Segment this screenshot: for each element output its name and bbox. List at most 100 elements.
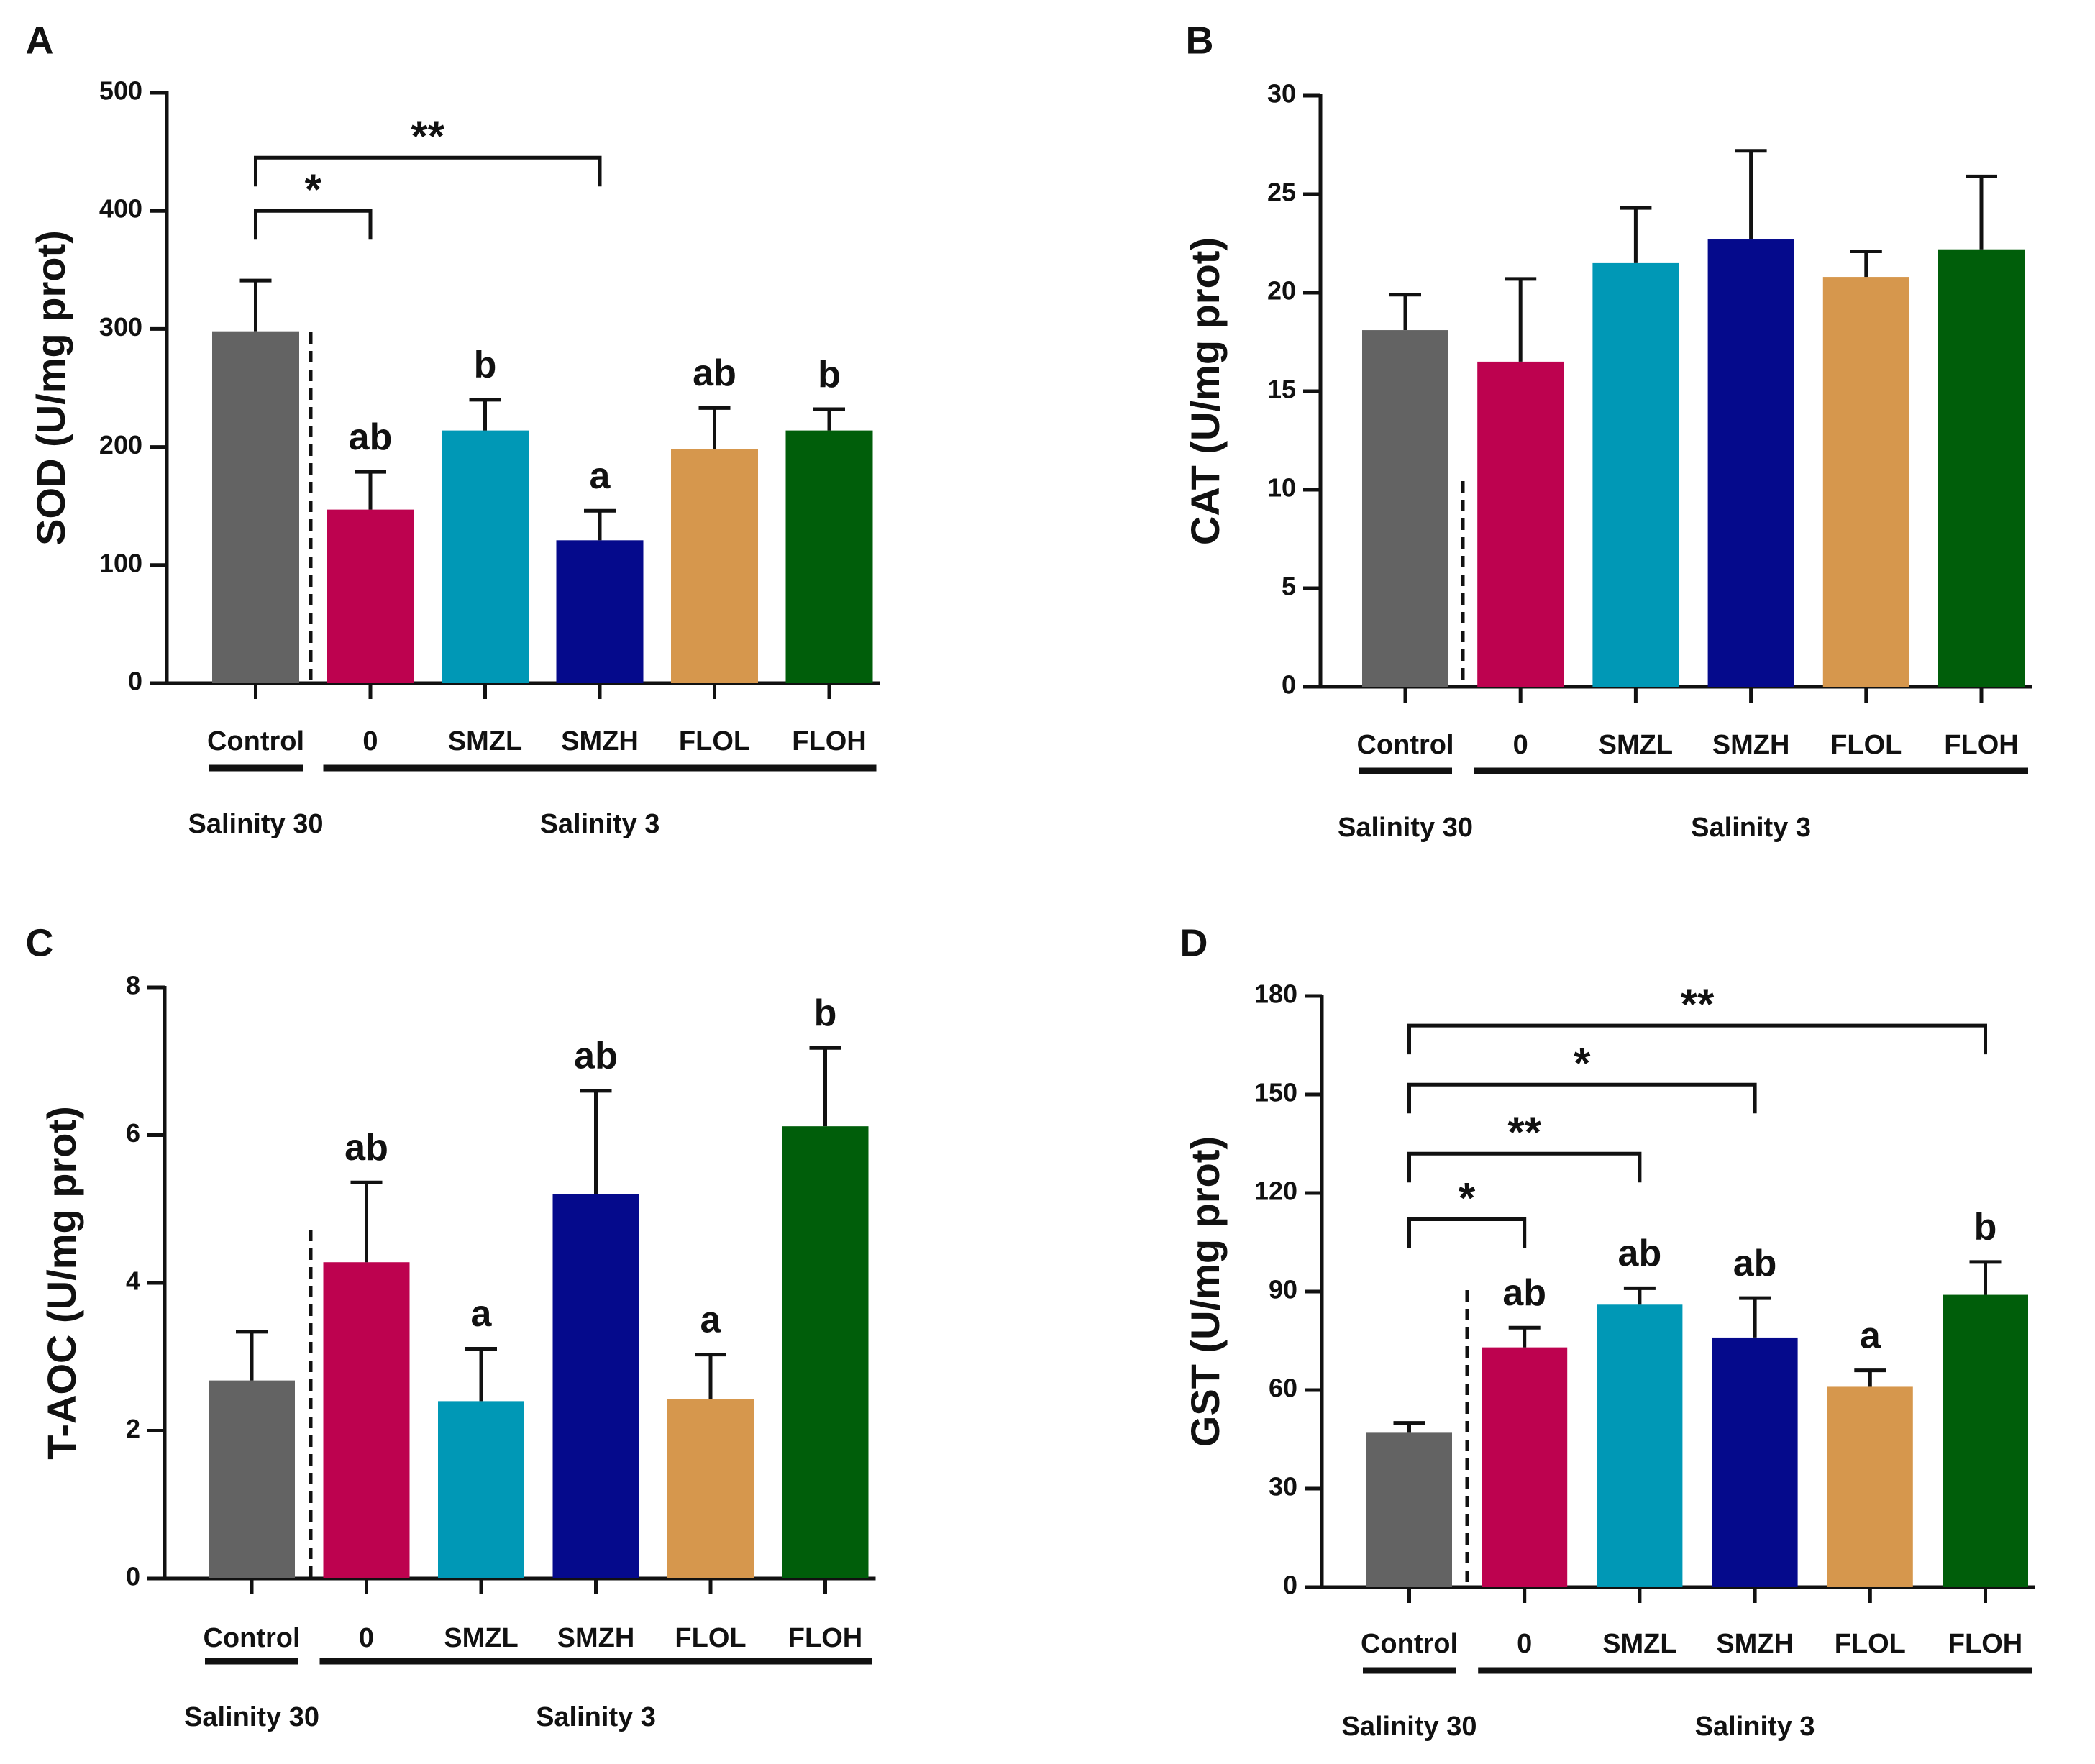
category-label: SMZH	[561, 726, 639, 757]
y-tick-label: 180	[1254, 979, 1297, 1009]
panel-letter: C	[26, 921, 54, 964]
y-tick-label: 0	[126, 1562, 140, 1591]
significance-letter: ab	[349, 416, 393, 458]
significance-letter: b	[818, 354, 841, 396]
significance-letter: b	[1974, 1207, 1997, 1248]
panel-letter: D	[1180, 921, 1208, 964]
significance-bracket	[1407, 1217, 1527, 1248]
bar-smzh	[556, 540, 644, 683]
bar-smzl	[442, 430, 529, 683]
category-label: 0	[1517, 1629, 1532, 1659]
y-tick-label: 30	[1269, 1472, 1297, 1502]
group-label: Salinity 3	[540, 809, 660, 839]
category-label: Control	[1361, 1629, 1458, 1659]
y-tick-label: 5	[1282, 572, 1296, 601]
category-label: FLOL	[675, 1623, 746, 1653]
significance-letter: a	[700, 1299, 722, 1340]
panel-letter: B	[1186, 19, 1214, 62]
panel-gst-chart: D GST (U/mg prot) 0 30 60 90 120 150 180 Control 0…	[1180, 921, 2035, 1742]
y-tick-label: 60	[1269, 1374, 1297, 1403]
category-label: Control	[1356, 730, 1453, 760]
category-label: SMZH	[1716, 1629, 1794, 1659]
significance-letter: a	[471, 1293, 493, 1335]
category-label: FLOL	[1835, 1629, 1906, 1659]
significance-stars: *	[1459, 1174, 1476, 1222]
significance-letter: ab	[574, 1036, 618, 1077]
group-label: Salinity 3	[536, 1702, 656, 1732]
group-label: Salinity 30	[1338, 813, 1473, 843]
y-tick-label: 200	[99, 430, 142, 460]
bar-control	[1362, 330, 1448, 687]
bar-0	[1482, 1347, 1568, 1587]
y-tick-label: 0	[1283, 1571, 1297, 1600]
category-label: 0	[362, 726, 378, 757]
category-label: 0	[1513, 730, 1528, 760]
y-axis-label: T-AOC (U/mg prot)	[39, 1106, 84, 1459]
category-label: 0	[359, 1623, 374, 1653]
group-label: Salinity 3	[1695, 1712, 1815, 1742]
category-label: Control	[203, 1623, 300, 1653]
category-label: SMZL	[448, 726, 522, 757]
bar-floh	[1938, 249, 2025, 687]
bar-0	[327, 509, 414, 683]
significance-bracket	[254, 155, 602, 187]
y-tick-label: 4	[126, 1266, 140, 1296]
y-axis-label: GST (U/mg prot)	[1182, 1136, 1228, 1447]
y-axis-label: CAT (U/mg prot)	[1182, 237, 1228, 545]
significance-bracket	[254, 209, 373, 240]
category-label: FLOH	[792, 726, 866, 757]
y-tick-label: 8	[126, 971, 140, 1000]
significance-letter: b	[474, 344, 497, 386]
bar-floh	[782, 1126, 869, 1578]
y-tick-label: 120	[1254, 1176, 1297, 1206]
group-label: Salinity 30	[188, 809, 324, 839]
bar-smzh	[1712, 1337, 1798, 1587]
y-tick-label: 25	[1267, 178, 1296, 207]
significance-letter: ab	[1618, 1233, 1662, 1274]
significance-letter: ab	[344, 1127, 388, 1169]
category-label: FLOL	[679, 726, 750, 757]
category-label: FLOH	[788, 1623, 862, 1653]
y-tick-label: 300	[99, 312, 142, 342]
bar-floh	[785, 430, 873, 683]
category-label: FLOL	[1830, 730, 1902, 760]
category-label: SMZH	[1712, 730, 1790, 760]
group-label: Salinity 3	[1691, 813, 1811, 843]
significance-bracket	[1407, 1082, 1757, 1114]
bar-control	[1366, 1432, 1452, 1587]
category-label: SMZL	[1599, 730, 1673, 760]
category-label: SMZL	[444, 1623, 518, 1653]
bar-smzh	[552, 1194, 639, 1578]
significance-bracket	[1407, 1151, 1642, 1183]
y-tick-label: 6	[126, 1118, 140, 1148]
significance-bracket	[1407, 1023, 1987, 1055]
bar-control	[209, 1380, 295, 1578]
y-tick-label: 20	[1267, 276, 1296, 306]
significance-stars: *	[305, 165, 322, 214]
significance-letter: a	[1860, 1315, 1881, 1356]
significance-stars: **	[1681, 980, 1715, 1028]
bar-flol	[1827, 1386, 1913, 1587]
bar-control	[212, 331, 299, 683]
y-tick-label: 500	[99, 76, 142, 106]
significance-stars: *	[1574, 1039, 1591, 1087]
bar-smzl	[1597, 1304, 1683, 1587]
significance-letter: a	[590, 455, 611, 497]
y-axis-label: SOD (U/mg prot)	[28, 230, 73, 546]
significance-letter: b	[814, 992, 837, 1034]
group-label: Salinity 30	[1342, 1712, 1477, 1742]
y-tick-label: 10	[1267, 473, 1296, 503]
y-tick-label: 30	[1267, 79, 1296, 109]
bar-flol	[1822, 277, 1909, 687]
bar-smzl	[1592, 262, 1679, 687]
y-tick-label: 400	[99, 194, 142, 224]
y-tick-label: 150	[1254, 1078, 1297, 1107]
y-tick-label: 90	[1269, 1275, 1297, 1304]
category-label: SMZL	[1602, 1629, 1676, 1659]
y-tick-label: 15	[1267, 375, 1296, 404]
category-label: Control	[207, 726, 304, 757]
category-label: SMZH	[557, 1623, 635, 1653]
y-tick-label: 0	[1282, 670, 1296, 700]
